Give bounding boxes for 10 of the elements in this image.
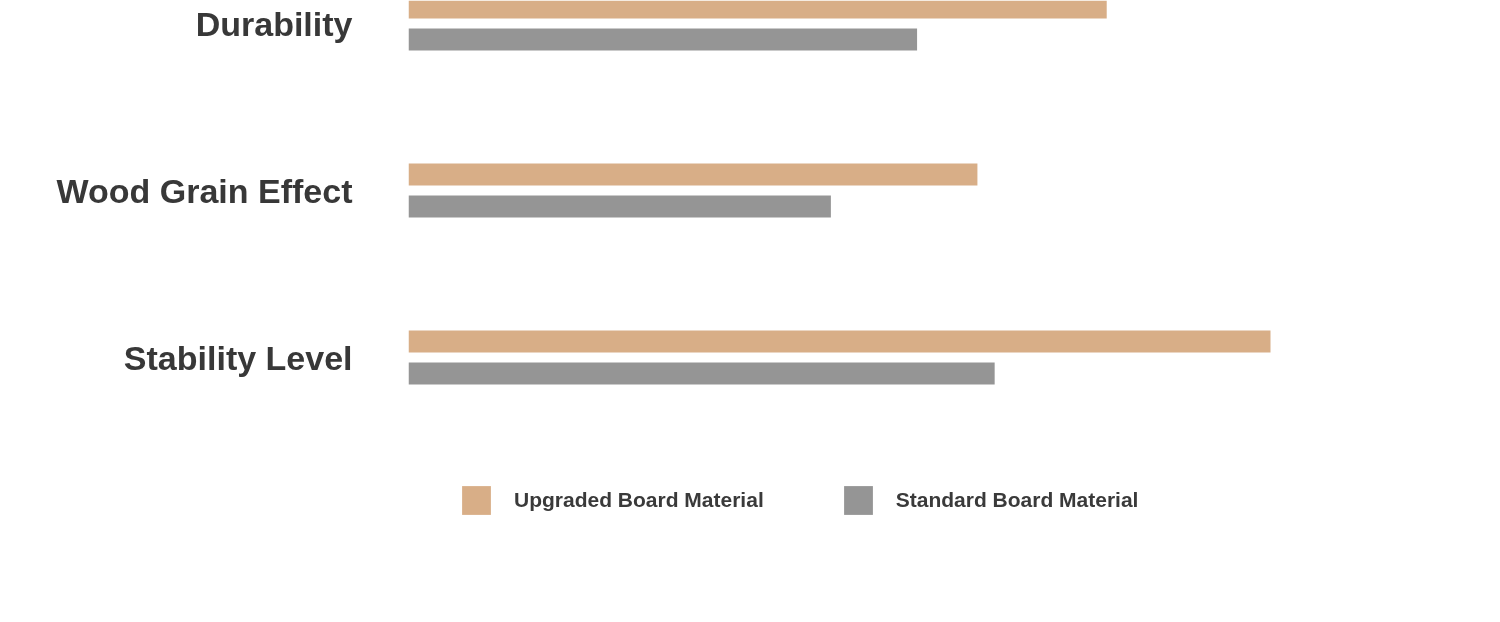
y-tick-label: Durability — [195, 4, 353, 43]
bar — [408, 163, 978, 186]
legend-label: Upgraded Board Material — [514, 488, 764, 512]
bar — [408, 195, 831, 218]
legend-label: Standard Board Material — [895, 488, 1139, 512]
bar — [408, 362, 995, 385]
bar — [408, 28, 918, 51]
y-tick-label: Stability Level — [123, 338, 353, 377]
bar — [408, 330, 1271, 353]
y-tick-label: Wood Grain Effect — [56, 171, 353, 210]
